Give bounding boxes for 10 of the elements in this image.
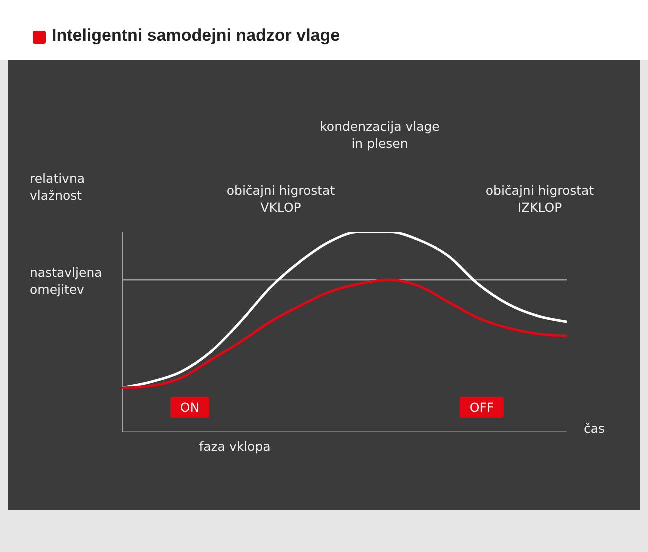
ref-line-label: nastavljena omejitev xyxy=(30,264,104,298)
annotation: OFF xyxy=(460,397,504,418)
text: kondenzacija vlage in plesen xyxy=(319,118,441,152)
text: običajni higrostat IZKLOP xyxy=(484,182,596,216)
chart-title: Inteligentni samodejni nadzor vlage xyxy=(52,26,340,46)
y-axis-title: relativna vlažnost xyxy=(30,170,86,204)
text: faza vklopa xyxy=(198,438,272,455)
text: običajni higrostat VKLOP xyxy=(226,182,336,216)
x-axis-title: čas xyxy=(584,420,606,437)
annotation: ON xyxy=(170,397,210,418)
